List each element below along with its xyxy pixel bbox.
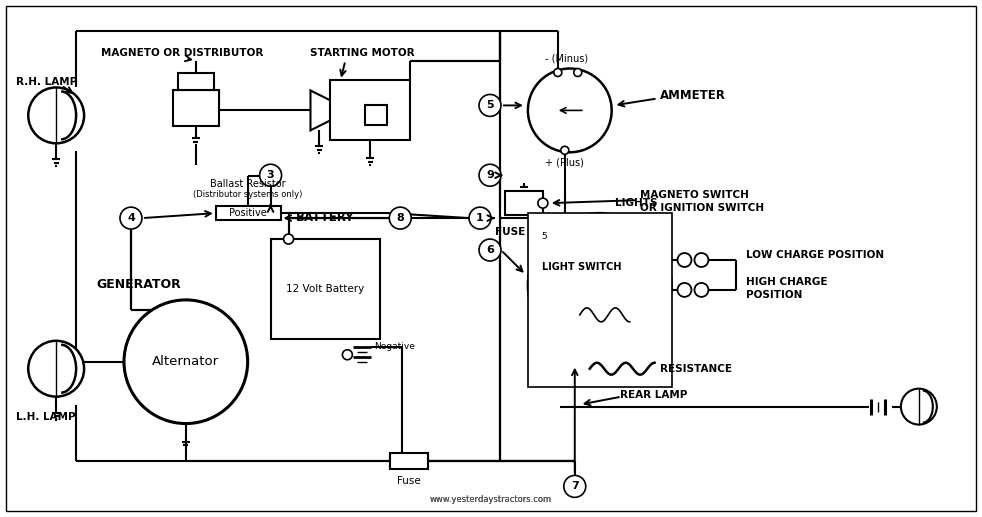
Circle shape: [28, 87, 84, 143]
Text: R.H. LAMP: R.H. LAMP: [17, 78, 78, 87]
Circle shape: [538, 198, 548, 208]
Circle shape: [573, 69, 581, 77]
Text: AMMETER: AMMETER: [660, 89, 726, 102]
Bar: [365, 105, 387, 125]
Text: 3: 3: [267, 170, 274, 180]
Circle shape: [124, 300, 247, 423]
Polygon shape: [310, 90, 330, 130]
Text: REAR LAMP: REAR LAMP: [620, 390, 687, 400]
Text: Positive: Positive: [229, 208, 266, 218]
Circle shape: [284, 234, 294, 244]
Text: 8: 8: [397, 213, 405, 223]
Text: 5: 5: [486, 100, 494, 111]
Text: + (Plus): + (Plus): [545, 157, 583, 168]
Bar: [178, 72, 214, 90]
Circle shape: [561, 146, 569, 154]
Text: STARTING MOTOR: STARTING MOTOR: [310, 48, 415, 57]
Text: Alternator: Alternator: [152, 355, 219, 368]
Bar: [216, 206, 281, 220]
Text: www.yesterdaystractors.com: www.yesterdaystractors.com: [430, 495, 552, 505]
Text: 12 Volt Battery: 12 Volt Battery: [287, 284, 364, 294]
Text: 6: 6: [486, 245, 494, 255]
Circle shape: [566, 289, 577, 301]
Bar: [390, 453, 428, 469]
Circle shape: [28, 341, 84, 397]
Circle shape: [694, 283, 708, 297]
Circle shape: [694, 253, 708, 267]
Circle shape: [479, 95, 501, 116]
Bar: [330, 81, 410, 140]
Text: Negative: Negative: [374, 342, 415, 351]
Text: HIGH CHARGE: HIGH CHARGE: [746, 277, 828, 287]
Circle shape: [900, 389, 937, 424]
Circle shape: [564, 476, 585, 497]
Circle shape: [554, 69, 562, 77]
Text: L.H. LAMP: L.H. LAMP: [17, 412, 76, 421]
Circle shape: [389, 207, 411, 229]
Circle shape: [479, 164, 501, 186]
Circle shape: [528, 69, 612, 153]
Circle shape: [528, 213, 672, 357]
Text: Fuse: Fuse: [398, 476, 421, 486]
Text: - (Minus): - (Minus): [545, 54, 588, 64]
Circle shape: [678, 283, 691, 297]
Text: LIGHT SWITCH: LIGHT SWITCH: [542, 262, 622, 272]
Text: GENERATOR: GENERATOR: [96, 279, 181, 292]
Bar: [588, 234, 613, 247]
Text: FUSE: FUSE: [495, 227, 525, 237]
Circle shape: [469, 207, 491, 229]
Text: 1: 1: [476, 213, 484, 223]
Text: OR IGNITION SWITCH: OR IGNITION SWITCH: [639, 203, 764, 213]
Circle shape: [566, 249, 577, 261]
Circle shape: [678, 253, 691, 267]
Bar: [173, 90, 219, 126]
Bar: [505, 191, 543, 215]
Text: 4: 4: [127, 213, 135, 223]
Bar: [536, 229, 552, 243]
Text: LIGHTS: LIGHTS: [615, 198, 657, 208]
Bar: [528, 213, 672, 387]
Text: 7: 7: [571, 481, 578, 491]
Text: www.yesterdaystractors.com: www.yesterdaystractors.com: [430, 495, 552, 505]
Circle shape: [343, 350, 353, 360]
Text: POSITION: POSITION: [746, 290, 802, 300]
Text: RESISTANCE: RESISTANCE: [660, 363, 732, 374]
Text: MAGNETO OR DISTRIBUTOR: MAGNETO OR DISTRIBUTOR: [101, 48, 263, 57]
Circle shape: [259, 164, 282, 186]
Text: LOW CHARGE POSITION: LOW CHARGE POSITION: [746, 250, 885, 260]
Text: 9: 9: [486, 170, 494, 180]
Circle shape: [600, 315, 610, 325]
Circle shape: [120, 207, 142, 229]
Text: Ballast Resistor: Ballast Resistor: [210, 179, 286, 189]
Text: MAGNETO SWITCH: MAGNETO SWITCH: [639, 190, 748, 200]
Circle shape: [479, 239, 501, 261]
Bar: [271, 239, 380, 339]
Text: BATTERY: BATTERY: [297, 210, 355, 224]
Text: (Distributor systems only): (Distributor systems only): [193, 190, 302, 199]
Text: 5: 5: [541, 232, 547, 240]
Circle shape: [623, 315, 632, 325]
